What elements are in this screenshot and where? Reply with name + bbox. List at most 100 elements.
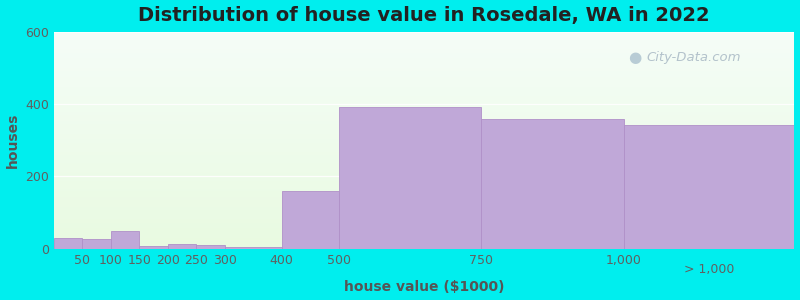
Bar [54,113,794,114]
Bar [54,198,794,199]
Bar [54,118,794,119]
Bar [54,152,794,153]
Bar [54,232,794,233]
Bar [54,155,794,156]
Bar [54,186,794,187]
Bar [54,229,794,230]
Bar [54,130,794,131]
Bar [54,71,794,72]
Bar [54,127,794,128]
Bar [54,136,794,137]
Bar [338,106,481,249]
Bar [54,172,794,173]
Bar [54,195,794,196]
Bar [54,57,794,58]
Bar [54,69,794,70]
Bar [54,42,794,43]
Bar [54,81,794,82]
Bar [54,216,794,217]
Bar [54,214,794,215]
X-axis label: house value ($1000): house value ($1000) [344,280,504,294]
Bar [54,174,794,175]
Bar [54,150,794,151]
Bar [54,218,794,219]
Bar [54,199,794,200]
Bar [54,68,794,69]
Bar [54,192,794,193]
Bar [54,171,794,172]
Bar [54,148,794,149]
Bar [54,109,794,110]
Bar [54,141,794,142]
Bar [54,190,794,191]
Bar [54,225,794,226]
Bar [54,99,794,100]
Bar [54,143,794,144]
Bar [54,220,794,221]
Bar [54,142,794,143]
Bar [82,238,111,249]
Bar [54,236,794,237]
Bar [54,76,794,77]
Bar [54,88,794,89]
Bar [54,157,794,158]
Bar [54,80,794,81]
Bar [54,183,794,184]
Bar [54,206,794,207]
Bar [54,177,794,178]
Bar [54,209,794,210]
Title: Distribution of house value in Rosedale, WA in 2022: Distribution of house value in Rosedale,… [138,6,710,25]
Bar [54,46,794,47]
Bar [54,87,794,88]
Bar [54,115,794,116]
Bar [54,72,794,73]
Bar [54,134,794,135]
Bar [54,180,794,181]
Bar [54,98,794,99]
Bar [54,56,794,57]
Bar [54,62,794,63]
Text: City-Data.com: City-Data.com [646,51,741,64]
Bar [54,89,794,90]
Bar [54,201,794,202]
Bar [54,189,794,190]
Bar [54,164,794,165]
Bar [54,94,794,95]
Bar [54,187,794,188]
Bar [54,163,794,164]
Bar [54,154,794,155]
Bar [54,97,794,98]
Bar [54,63,794,64]
Bar [54,43,794,44]
Bar [54,168,794,169]
Bar [54,215,794,216]
Bar [54,67,794,68]
Bar [54,82,794,83]
Bar [54,45,794,46]
Bar [54,83,794,84]
Bar [54,39,794,40]
Bar [54,247,794,248]
Text: > 1,000: > 1,000 [684,263,734,276]
Bar [54,226,794,227]
Bar [54,104,794,105]
Bar [54,40,794,41]
Bar [54,93,794,94]
Bar [139,246,168,249]
Bar [54,133,794,134]
Bar [54,123,794,124]
Bar [54,243,794,244]
Bar [54,61,794,62]
Y-axis label: houses: houses [6,112,19,168]
Bar [54,34,794,35]
Bar [54,211,794,212]
Bar [54,193,794,194]
Bar [54,135,794,136]
Bar [481,119,623,249]
Bar [54,194,794,195]
Bar [54,86,794,87]
Bar [54,38,794,39]
Bar [54,124,794,125]
Bar [54,131,794,132]
Bar [54,74,794,75]
